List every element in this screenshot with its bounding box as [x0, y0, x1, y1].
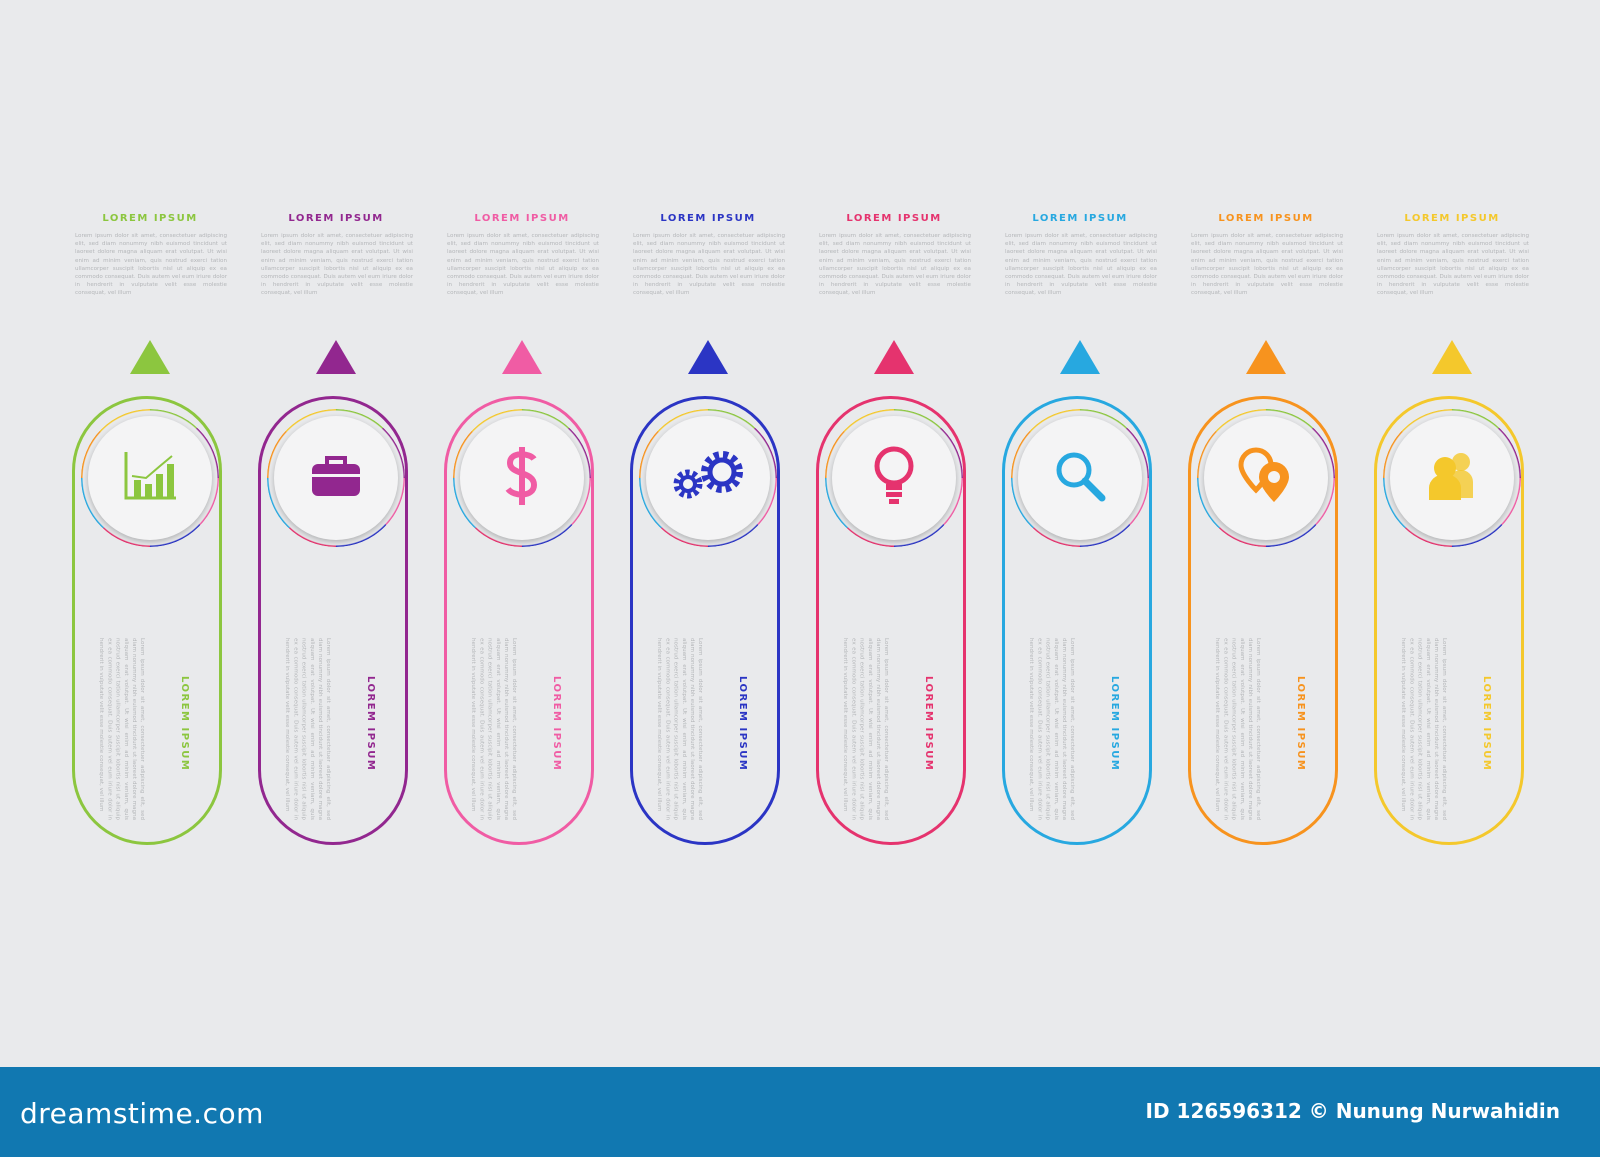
step-column: LOREM IPSUM Lorem ipsum dolor sit amet, …: [987, 0, 1173, 1067]
briefcase-icon: [310, 454, 362, 502]
triangle-marker: [874, 340, 914, 374]
icon-circle: [1390, 416, 1514, 540]
step-heading: LOREM IPSUM: [1404, 213, 1500, 224]
vertical-heading: LOREM IPSUM: [1481, 676, 1492, 772]
step-heading: LOREM IPSUM: [102, 213, 198, 224]
step-description: Lorem ipsum dolor sit amet, consectetuer…: [633, 233, 785, 297]
vertical-heading: LOREM IPSUM: [1295, 676, 1306, 772]
triangle-marker: [502, 340, 542, 374]
step-description: Lorem ipsum dolor sit amet, consectetuer…: [75, 233, 227, 297]
step-pill: [630, 396, 780, 845]
step-column: LOREM IPSUM Lorem ipsum dolor sit amet, …: [801, 0, 987, 1067]
triangle-marker: [1432, 340, 1472, 374]
triangle-marker: [316, 340, 356, 374]
step-description: Lorem ipsum dolor sit amet, consectetuer…: [819, 233, 971, 297]
icon-circle: [274, 416, 398, 540]
lightbulb-icon: [872, 444, 916, 512]
vertical-description: Lorem ipsum dolor sit amet, consectetuer…: [1214, 638, 1262, 820]
icon-circle: [832, 416, 956, 540]
step-pill: [1002, 396, 1152, 845]
step-description: Lorem ipsum dolor sit amet, consectetuer…: [1377, 233, 1529, 297]
step-column: LOREM IPSUM Lorem ipsum dolor sit amet, …: [57, 0, 243, 1067]
vertical-description: Lorem ipsum dolor sit amet, consectetuer…: [842, 638, 890, 820]
triangle-marker: [1060, 340, 1100, 374]
icon-circle: [646, 416, 770, 540]
image-credit: ID 126596312 © Nunung Nurwahidin: [1145, 1099, 1560, 1123]
step-heading: LOREM IPSUM: [1218, 213, 1314, 224]
step-description: Lorem ipsum dolor sit amet, consectetuer…: [1005, 233, 1157, 297]
step-column: LOREM IPSUM Lorem ipsum dolor sit amet, …: [615, 0, 801, 1067]
icon-circle: [460, 416, 584, 540]
step-pill: [258, 396, 408, 845]
vertical-description: Lorem ipsum dolor sit amet, consectetuer…: [470, 638, 518, 820]
step-pill: [1188, 396, 1338, 845]
vertical-description: Lorem ipsum dolor sit amet, consectetuer…: [656, 638, 704, 820]
users-icon: [1427, 450, 1477, 506]
step-column: LOREM IPSUM Lorem ipsum dolor sit amet, …: [429, 0, 615, 1067]
vertical-description: Lorem ipsum dolor sit amet, consectetuer…: [1028, 638, 1076, 820]
icon-circle: [88, 416, 212, 540]
icon-circle: [1204, 416, 1328, 540]
vertical-description: Lorem ipsum dolor sit amet, consectetuer…: [284, 638, 332, 820]
vertical-heading: LOREM IPSUM: [737, 676, 748, 772]
location-pins-icon: [1236, 446, 1296, 510]
dreamstime-logo: dreamstime.com: [20, 1097, 264, 1130]
step-pill: [444, 396, 594, 845]
step-heading: LOREM IPSUM: [846, 213, 942, 224]
vertical-heading: LOREM IPSUM: [1109, 676, 1120, 772]
triangle-marker: [1246, 340, 1286, 374]
icon-circle: [1018, 416, 1142, 540]
vertical-heading: LOREM IPSUM: [551, 676, 562, 772]
step-heading: LOREM IPSUM: [1032, 213, 1128, 224]
step-column: LOREM IPSUM Lorem ipsum dolor sit amet, …: [243, 0, 429, 1067]
step-description: Lorem ipsum dolor sit amet, consectetuer…: [261, 233, 413, 297]
step-description: Lorem ipsum dolor sit amet, consectetuer…: [447, 233, 599, 297]
step-column: LOREM IPSUM Lorem ipsum dolor sit amet, …: [1359, 0, 1545, 1067]
vertical-description: Lorem ipsum dolor sit amet, consectetuer…: [98, 638, 146, 820]
dollar-icon: [500, 443, 544, 513]
vertical-description: Lorem ipsum dolor sit amet, consectetuer…: [1400, 638, 1448, 820]
triangle-marker: [130, 340, 170, 374]
step-description: Lorem ipsum dolor sit amet, consectetuer…: [1191, 233, 1343, 297]
search-icon: [1052, 448, 1108, 508]
step-heading: LOREM IPSUM: [660, 213, 756, 224]
triangle-marker: [688, 340, 728, 374]
bar-chart-icon: [122, 450, 178, 506]
footer-bar: dreamstime.com ID 126596312 © Nunung Nur…: [0, 1067, 1600, 1157]
step-heading: LOREM IPSUM: [474, 213, 570, 224]
vertical-heading: LOREM IPSUM: [365, 676, 376, 772]
step-pill: [72, 396, 222, 845]
vertical-heading: LOREM IPSUM: [179, 676, 190, 772]
step-heading: LOREM IPSUM: [288, 213, 384, 224]
step-pill: [1374, 396, 1524, 845]
gears-icon: [670, 450, 746, 506]
vertical-heading: LOREM IPSUM: [923, 676, 934, 772]
step-pill: [816, 396, 966, 845]
step-column: LOREM IPSUM Lorem ipsum dolor sit amet, …: [1173, 0, 1359, 1067]
